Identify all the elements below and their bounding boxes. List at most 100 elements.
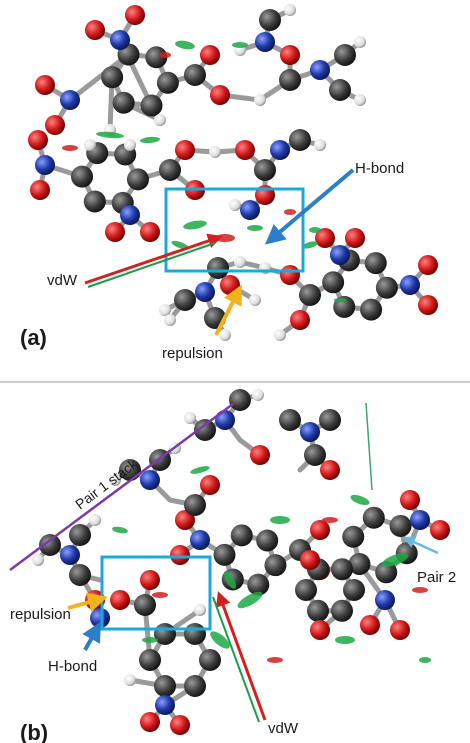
carbon-atom (389, 514, 412, 537)
carbon-atom (319, 409, 341, 431)
nci-isosurface (183, 220, 207, 230)
carbon-atom (39, 534, 61, 556)
hbond-arrow-a (264, 168, 355, 245)
hydrogen-atom (354, 36, 366, 48)
oxygen-atom (250, 445, 270, 465)
nci-isosurface (322, 517, 338, 523)
hydrogen-atom (32, 554, 44, 566)
carbon-atom (247, 573, 270, 596)
carbon-atom (112, 91, 135, 114)
hydrogen-atom (234, 256, 246, 268)
nci-isosurface (159, 52, 171, 58)
repulsion-arrow-a (214, 284, 242, 336)
carbon-atom (343, 579, 365, 601)
carbon-atom (259, 9, 281, 31)
nitrogen-atom (120, 205, 140, 225)
oxygen-atom (310, 520, 330, 540)
nitrogen-atom (255, 32, 275, 52)
nitrogen-atom (90, 608, 110, 628)
carbon-atom (199, 649, 221, 671)
oxygen-atom (345, 228, 365, 248)
nitrogen-atom (400, 275, 420, 295)
oxygen-atom (35, 75, 55, 95)
oxygen-atom (280, 265, 300, 285)
nci-isosurface (335, 636, 355, 644)
carbon-atom (295, 579, 317, 601)
carbon-atom (279, 409, 301, 431)
nitrogen-atom (60, 90, 80, 110)
carbon-atom (213, 543, 236, 566)
hydrogen-atom (109, 474, 121, 486)
hydrogen-atom (354, 94, 366, 106)
nci-isosurface (232, 42, 248, 48)
nci-isosurface (334, 298, 346, 302)
carbon-atom (375, 561, 398, 584)
nitrogen-atom (195, 282, 215, 302)
nci-isosurface (96, 131, 124, 139)
pair2-arrow (402, 536, 439, 555)
oxygen-atom (30, 180, 50, 200)
carbon-atom (322, 271, 345, 294)
carbon-atom (159, 159, 181, 181)
carbon-atom (289, 129, 311, 151)
hbond-arrow-b (82, 621, 101, 651)
carbon-atom (134, 594, 156, 616)
repulsion-arrow-b (67, 592, 108, 612)
oxygen-atom (315, 228, 335, 248)
oxygen-atom (418, 255, 438, 275)
carbon-atom (254, 159, 276, 181)
hydrogen-atom (209, 146, 221, 158)
hydrogen-atom (249, 294, 261, 306)
carbon-atom (69, 524, 91, 546)
nitrogen-atom (410, 510, 430, 530)
carbon-atom (342, 525, 365, 548)
nitrogen-atom (240, 200, 260, 220)
hydrogen-atom (124, 674, 136, 686)
carbon-atom (331, 558, 353, 581)
nitrogen-atom (310, 60, 330, 80)
nci-isosurface (309, 227, 321, 233)
carbon-atom (184, 674, 206, 697)
oxygen-atom (418, 295, 438, 315)
oxygen-atom (45, 115, 65, 135)
molecule-layer (28, 4, 450, 735)
vdw-label-b: vdW (268, 720, 299, 737)
oxygen-atom (125, 5, 145, 25)
carbon-atom (230, 524, 253, 547)
nitrogen-atom (300, 422, 320, 442)
top-thin-arrow (365, 402, 373, 491)
carbon-atom (364, 252, 387, 275)
carbon-atom (184, 494, 206, 516)
hydrogen-atom (229, 199, 241, 211)
carbon-atom (126, 168, 149, 191)
oxygen-atom (85, 20, 105, 40)
carbon-atom (174, 289, 196, 311)
hydrogen-atom (274, 329, 286, 341)
carbon-atom (331, 599, 353, 622)
hydrogen-atom (184, 412, 196, 424)
oxygen-atom (390, 620, 410, 640)
nci-isosurface (247, 225, 263, 231)
highlight-box-a (164, 187, 305, 273)
nitrogen-atom (110, 30, 130, 50)
oxygen-atom (430, 520, 450, 540)
oxygen-atom (200, 475, 220, 495)
nci-isosurface (237, 591, 263, 609)
vdw-arrow-b-red (216, 591, 267, 721)
nitrogen-atom (215, 410, 235, 430)
oxygen-atom (110, 590, 130, 610)
hbond-label-b: H-bond (48, 658, 97, 675)
hydrogen-atom (284, 4, 296, 16)
carbon-atom (334, 44, 356, 66)
carbon-atom (329, 79, 351, 101)
bond (67, 51, 131, 103)
carbon-atom (184, 64, 206, 86)
oxygen-atom (170, 715, 190, 735)
nci-isosurface (350, 494, 370, 506)
carbon-atom (304, 444, 326, 466)
nci-isosurface (419, 657, 431, 663)
hydrogen-atom (219, 329, 231, 341)
carbon-atom (194, 419, 216, 441)
pair2-label: Pair 2 (417, 569, 456, 586)
oxygen-atom (170, 545, 190, 565)
